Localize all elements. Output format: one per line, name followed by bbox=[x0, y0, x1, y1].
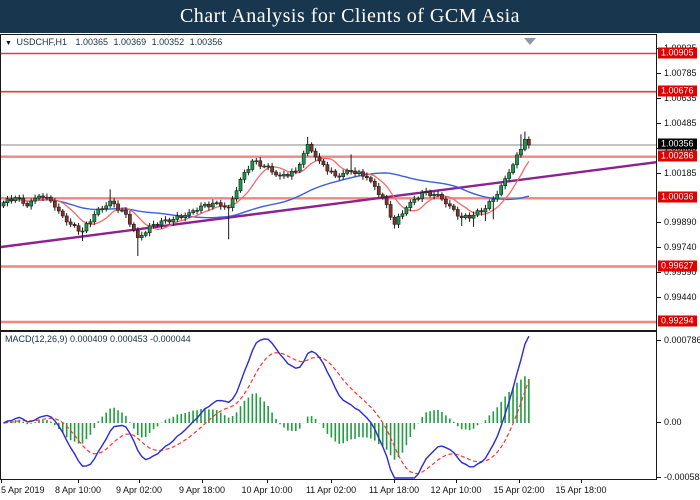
time-label: 9 Apr 02:00 bbox=[115, 485, 163, 495]
axis-tick-mark bbox=[657, 172, 661, 174]
axis-tick-mark bbox=[657, 296, 661, 298]
time-label: 10 Apr 10:00 bbox=[241, 485, 293, 495]
title-text: Chart Analysis for Clients of GCM Asia bbox=[179, 5, 521, 27]
price-tick-label: 1.00485 bbox=[664, 117, 697, 128]
level-price-badge: 1.00286 bbox=[658, 150, 697, 162]
time-tick-mark bbox=[139, 480, 140, 483]
chart-area[interactable]: ▼ USDCHF,H1 1.00365 1.00369 1.00352 1.00… bbox=[0, 33, 700, 500]
price-tick-label: 0.000786 bbox=[664, 335, 700, 345]
level-price-badge: 0.99627 bbox=[658, 260, 697, 271]
macd-header: MACD(12,26,9) 0.000409 0.000453 -0.00004… bbox=[5, 334, 191, 344]
time-label: 11 Apr 02:00 bbox=[305, 485, 357, 495]
axis-tick-mark bbox=[657, 72, 661, 74]
level-price-badge: 1.00676 bbox=[658, 85, 697, 97]
ohlc-close: 1.00356 bbox=[189, 37, 223, 47]
dropdown-arrow-icon[interactable]: ▼ bbox=[5, 40, 12, 47]
price-axis[interactable]: 1.009351.007851.006351.004851.003351.001… bbox=[657, 33, 700, 500]
time-tick-mark bbox=[78, 480, 79, 483]
symbol-header: ▼ USDCHF,H1 1.00365 1.00369 1.00352 1.00… bbox=[5, 37, 222, 47]
macd-pane[interactable]: MACD(12,26,9) 0.000409 0.000453 -0.00004… bbox=[0, 331, 657, 480]
price-pane[interactable]: ▼ USDCHF,H1 1.00365 1.00369 1.00352 1.00… bbox=[0, 34, 657, 331]
axis-tick-mark bbox=[657, 422, 661, 423]
axis-tick-mark bbox=[657, 221, 661, 223]
time-tick-mark bbox=[267, 480, 268, 483]
time-label: 11 Apr 18:00 bbox=[368, 485, 420, 495]
candlestick-plot[interactable] bbox=[1, 35, 656, 330]
axis-tick-mark bbox=[657, 97, 661, 99]
macd-plot[interactable] bbox=[1, 332, 656, 479]
price-tick-label: 0.99590 bbox=[664, 266, 697, 277]
time-tick-mark bbox=[519, 480, 520, 483]
price-tick-label: 0.00 bbox=[664, 417, 682, 427]
axis-tick-mark bbox=[657, 271, 661, 273]
current-price-badge: 1.00356 bbox=[658, 138, 697, 150]
symbol-period-label: USDCHF,H1 bbox=[16, 37, 67, 47]
axis-tick-mark bbox=[657, 122, 661, 124]
price-tick-label: 0.99740 bbox=[664, 241, 697, 252]
time-label: 15 Apr 02:00 bbox=[493, 485, 545, 495]
price-tick-label: 0.99890 bbox=[664, 216, 697, 227]
time-label: 8 Apr 10:00 bbox=[54, 485, 102, 495]
time-label: 15 Apr 18:00 bbox=[555, 485, 607, 495]
time-tick-mark bbox=[456, 480, 457, 483]
chart-shift-marker-icon[interactable] bbox=[524, 38, 536, 45]
time-label: 9 Apr 18:00 bbox=[178, 485, 226, 495]
axis-tick-mark bbox=[657, 477, 661, 478]
price-tick-label: 1.00785 bbox=[664, 67, 697, 78]
price-tick-label: 1.00635 bbox=[664, 92, 697, 103]
price-tick-label: 1.00185 bbox=[664, 167, 697, 178]
time-tick-mark bbox=[331, 480, 332, 483]
time-tick-mark bbox=[1, 480, 2, 483]
time-label: 5 Apr 2019 bbox=[1, 485, 45, 495]
axis-tick-mark bbox=[657, 246, 661, 248]
ohlc-high: 1.00369 bbox=[113, 37, 147, 47]
ohlc-low: 1.00352 bbox=[151, 37, 185, 47]
time-axis[interactable]: 5 Apr 2019 8 Apr 10:00 9 Apr 02:00 9 Apr 18… bbox=[0, 480, 657, 500]
axis-tick-mark bbox=[657, 340, 661, 341]
time-tick-mark bbox=[581, 480, 582, 483]
level-price-badge: 1.00036 bbox=[658, 191, 697, 203]
time-label: 12 Apr 10:00 bbox=[430, 485, 482, 495]
ohlc-open: 1.00365 bbox=[75, 37, 109, 47]
level-price-badge: 0.99294 bbox=[658, 315, 697, 327]
title-bar: Chart Analysis for Clients of GCM Asia bbox=[0, 0, 700, 33]
price-tick-label: 0.99440 bbox=[664, 291, 697, 302]
time-tick-mark bbox=[394, 480, 395, 483]
level-price-badge: 1.00905 bbox=[658, 47, 697, 58]
time-tick-mark bbox=[202, 480, 203, 483]
price-tick-label: -0.000584 bbox=[664, 472, 700, 482]
